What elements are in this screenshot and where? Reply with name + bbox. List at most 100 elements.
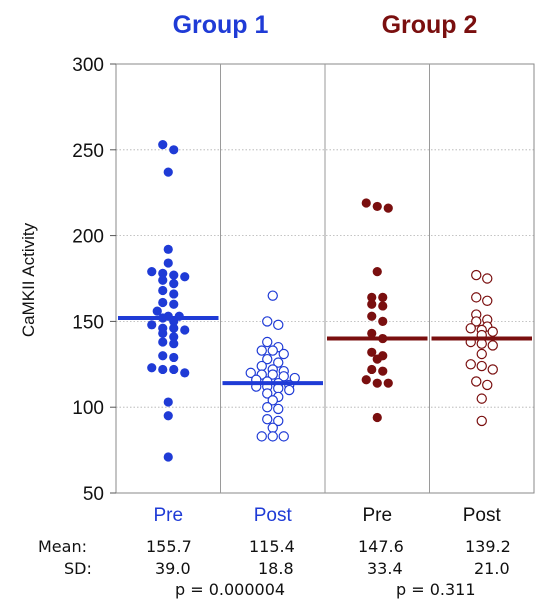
data-point (284, 384, 295, 396)
data-point (163, 397, 173, 407)
grid-layer (115, 63, 535, 494)
data-point (180, 325, 190, 335)
data-point (262, 336, 273, 348)
group-header-1: Group 1 (173, 11, 269, 39)
data-point (465, 359, 476, 370)
data-point (471, 269, 482, 281)
data-point (163, 452, 173, 462)
y-tick-label-150: 150 (72, 312, 104, 333)
data-point (169, 364, 179, 375)
data-point (169, 270, 179, 280)
data-point (169, 289, 179, 299)
data-point (158, 275, 168, 285)
data-point (372, 354, 382, 364)
data-point (169, 332, 179, 342)
column-label-1: Pre (153, 505, 183, 526)
data-point (262, 414, 273, 425)
data-point (372, 201, 382, 212)
data-point (158, 351, 168, 361)
data-point (163, 167, 173, 177)
data-point (169, 352, 179, 363)
data-point (273, 319, 284, 331)
points-layer (147, 140, 498, 462)
data-point (471, 292, 482, 303)
data-point (361, 375, 371, 385)
column-label-2: Post (254, 505, 293, 526)
data-point (256, 360, 267, 372)
data-point (476, 360, 487, 372)
data-point (267, 431, 278, 442)
y-tick-label-250: 250 (72, 141, 104, 162)
data-point (169, 145, 179, 155)
data-point (158, 328, 168, 339)
data-point (476, 393, 487, 404)
data-point (158, 268, 168, 278)
column-label-3: Pre (362, 505, 392, 526)
data-point (147, 267, 157, 277)
data-point (180, 272, 190, 282)
data-point (158, 364, 168, 375)
labels-layer: Group 1 Group 2 Pre Post Pre Post (153, 11, 501, 526)
data-point (273, 357, 284, 368)
data-point (262, 388, 273, 399)
data-point (487, 340, 498, 351)
data-point (147, 320, 157, 330)
group-header-2: Group 2 (382, 11, 478, 39)
data-point (267, 290, 278, 301)
data-point (482, 379, 493, 391)
data-point (487, 364, 498, 375)
data-point (465, 323, 476, 334)
data-point (278, 371, 289, 382)
data-point (147, 363, 157, 373)
data-point (278, 431, 289, 442)
data-point (367, 328, 377, 339)
data-point (158, 140, 168, 150)
data-point (262, 353, 273, 365)
data-point (367, 364, 377, 375)
data-point (372, 378, 382, 388)
data-point (378, 292, 388, 302)
data-point (367, 311, 377, 321)
data-point (169, 339, 179, 349)
data-point (245, 367, 256, 379)
data-point (471, 316, 482, 327)
data-point (476, 415, 487, 427)
data-point (367, 347, 377, 357)
data-point (163, 258, 173, 268)
data-point (383, 203, 393, 213)
data-point (367, 299, 377, 309)
data-point (158, 337, 168, 347)
data-point (278, 348, 289, 360)
data-point (267, 422, 278, 433)
data-point (471, 376, 482, 387)
data-point (383, 378, 393, 388)
data-point (169, 299, 179, 309)
data-point (361, 198, 371, 208)
data-point (378, 301, 388, 311)
data-point (158, 285, 168, 296)
y-tick-label-300: 300 (72, 55, 104, 76)
mean-layer (118, 315, 532, 386)
data-point (267, 369, 278, 380)
data-point (158, 297, 168, 308)
data-point (267, 395, 278, 406)
data-point (152, 306, 162, 316)
data-point (262, 402, 273, 413)
data-point (273, 415, 284, 427)
data-point (378, 316, 388, 326)
data-point (482, 295, 493, 307)
data-point (367, 292, 377, 302)
y-tick-label-50: 50 (83, 484, 104, 505)
data-point (273, 403, 284, 415)
y-tick-label-100: 100 (72, 398, 104, 419)
data-point (378, 366, 388, 376)
data-point (372, 267, 382, 277)
data-point (262, 316, 273, 327)
data-point (476, 348, 487, 360)
data-point (487, 326, 498, 337)
data-point (169, 323, 179, 333)
data-point (267, 345, 278, 356)
data-point (372, 412, 382, 423)
data-point (256, 345, 267, 356)
